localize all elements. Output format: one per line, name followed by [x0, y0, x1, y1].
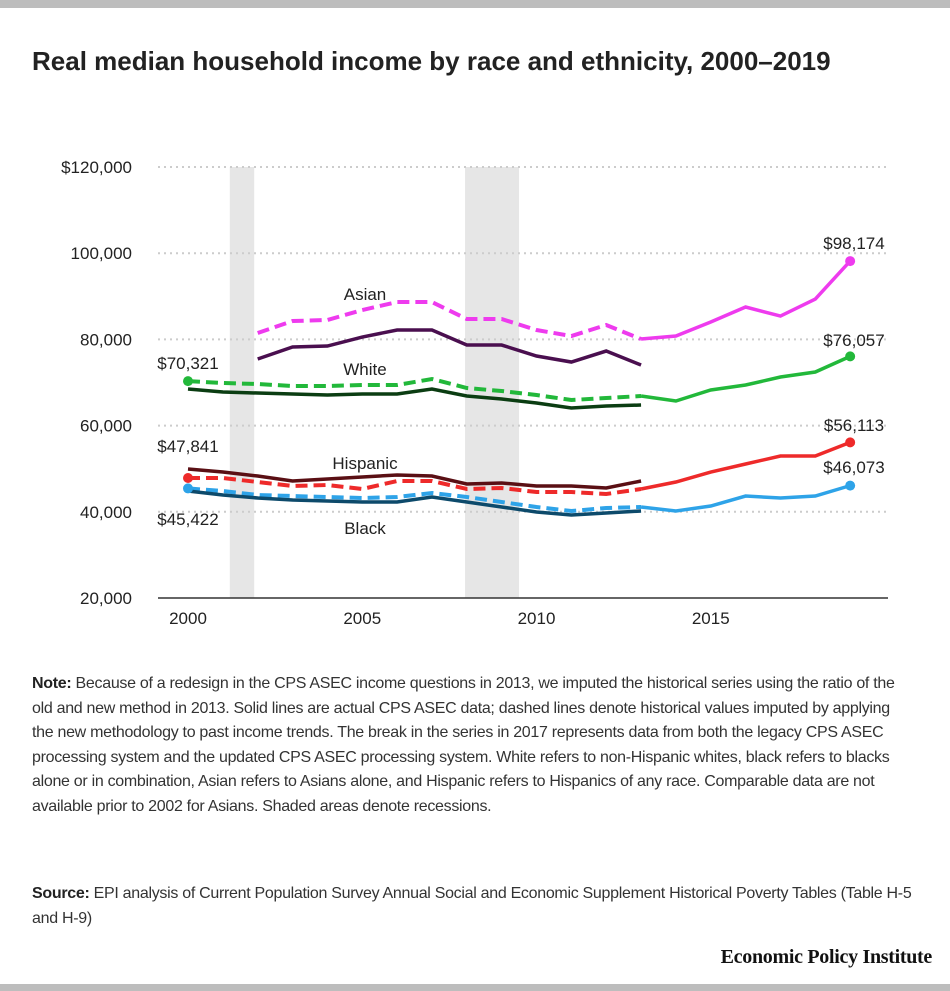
series-label-white: White: [343, 360, 386, 379]
y-tick-label: 100,000: [71, 244, 132, 263]
black-new-method-line: [640, 483, 851, 513]
hispanic-start-point: [183, 473, 193, 484]
recession-shading: [465, 167, 520, 598]
hispanic-new-method-line: [640, 440, 851, 491]
x-tick-label: 2015: [692, 609, 730, 628]
y-tick-label: 40,000: [80, 503, 132, 522]
hispanic-imputed-line: [187, 476, 642, 497]
end-value-label: $56,113: [824, 416, 884, 435]
y-tick-label: 60,000: [80, 417, 132, 436]
hispanic-end-point: [845, 437, 856, 448]
chart-source: Source: EPI analysis of Current Populati…: [32, 882, 912, 931]
y-tick-label: 20,000: [80, 589, 132, 608]
bottom-border: [0, 984, 950, 991]
start-value-label: $45,422: [157, 510, 218, 529]
top-border: [0, 0, 950, 8]
note-text: Because of a redesign in the CPS ASEC in…: [32, 675, 895, 815]
end-value-label: $46,073: [823, 458, 884, 477]
note-label: Note:: [32, 675, 72, 692]
white-start-point: [183, 376, 193, 387]
black-end-point: [845, 480, 856, 491]
asian-end-point: [845, 256, 856, 267]
x-tick-label: 2005: [343, 609, 381, 628]
series-label-black: Black: [344, 519, 386, 538]
chart-note: Note: Because of a redesign in the CPS A…: [32, 672, 912, 819]
black-actual-line: [187, 489, 642, 517]
line-chart: 20,000 40,000 60,000 80,000 100,000 $120,000 2…: [61, 158, 888, 628]
brand-logo: Economic Policy Institute: [720, 946, 933, 968]
start-value-label: $47,841: [157, 437, 218, 456]
source-label: Source:: [32, 885, 90, 902]
x-tick-label: 2010: [518, 609, 556, 628]
white-actual-line: [187, 387, 642, 410]
y-tick-label: $120,000: [61, 158, 132, 177]
series-label-hispanic: Hispanic: [332, 454, 398, 473]
x-tick-label: 2000: [169, 609, 207, 628]
asian-imputed-line: [257, 300, 642, 341]
end-value-label: $98,174: [823, 234, 884, 253]
start-value-label: $70,321: [157, 354, 218, 373]
asian-actual-line: [257, 328, 642, 367]
white-imputed-line: [187, 376, 642, 403]
hispanic-actual-line: [187, 467, 642, 490]
chart-title: Real median household income by race and…: [32, 46, 831, 76]
y-tick-label: 80,000: [80, 330, 132, 349]
source-text: EPI analysis of Current Population Surve…: [32, 885, 912, 927]
asian-new-method-line: [640, 259, 852, 341]
black-imputed-line: [187, 486, 642, 514]
black-start-point: [183, 483, 193, 494]
white-end-point: [845, 351, 856, 362]
end-value-label: $76,057: [823, 331, 884, 350]
series-label-asian: Asian: [344, 285, 387, 304]
white-new-method-line: [640, 354, 851, 403]
